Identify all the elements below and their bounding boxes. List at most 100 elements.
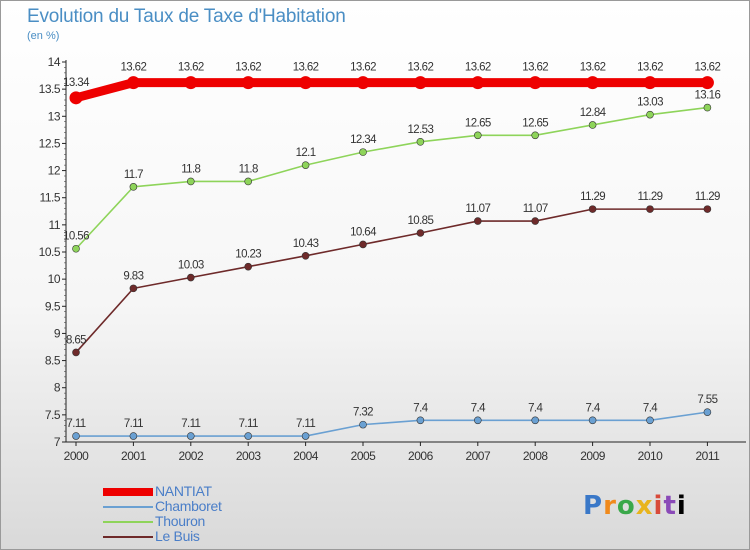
y-tick-label: 12.5 [39,136,61,150]
data-label-thouron: 12.84 [580,107,607,119]
data-point-le-buis [531,217,540,225]
data-point-le-buis [244,262,252,271]
legend-label-chamboret: Chamboret [155,498,222,514]
data-label-thouron: 11.8 [181,163,200,175]
logo-letter: x [635,491,654,521]
data-label-le-buis: 10.03 [178,260,204,272]
legend-swatch-le-buis [103,536,153,538]
data-point-thouron [416,138,425,146]
data-point-le-buis [359,240,367,249]
data-point-nantiat [643,76,657,90]
data-point-nantiat [241,76,255,90]
y-tick-label: 7 [54,435,61,449]
y-tick-label: 12 [48,164,61,178]
logo-letter: o [616,491,636,521]
data-label-thouron: 12.65 [465,117,491,129]
y-tick-label: 7.5 [45,408,61,422]
data-label-le-buis: 11.29 [580,191,605,203]
data-point-le-buis [416,229,425,237]
data-label-le-buis: 11.29 [695,191,720,203]
y-tick-label: 11.5 [40,191,61,205]
data-point-nantiat [471,76,485,90]
x-tick-label: 2007 [465,449,491,463]
data-label-thouron: 12.1 [296,147,316,159]
data-point-chamboret [473,416,482,425]
legend-label-nantiat: NANTIAT [155,483,212,499]
data-label-chamboret: 7.4 [413,402,428,414]
data-point-nantiat [126,76,140,90]
data-label-thouron: 11.7 [124,169,143,181]
y-tick-label: 10 [48,272,61,286]
data-label-chamboret: 7.4 [643,402,658,414]
data-point-thouron [531,131,540,140]
data-point-nantiat [413,76,427,90]
data-label-nantiat: 13.62 [350,62,376,74]
data-point-le-buis [646,205,654,213]
data-point-thouron [646,110,654,119]
y-tick-label: 9.5 [45,299,61,313]
data-point-thouron [703,103,712,112]
data-point-le-buis [703,205,712,213]
legend-swatch-nantiat [103,488,153,496]
data-point-nantiat [299,76,313,90]
series-line-chamboret [75,411,709,437]
x-tick-label: 2005 [351,449,377,463]
data-label-chamboret: 7.11 [124,418,143,430]
data-point-chamboret [129,432,138,440]
data-point-chamboret [646,416,654,425]
data-point-le-buis [129,284,138,293]
data-point-le-buis [588,205,597,213]
data-label-chamboret: 7.32 [353,407,373,419]
data-label-nantiat: 13.62 [408,62,434,74]
x-tick-label: 2002 [178,449,204,463]
data-point-nantiat [356,76,370,90]
legend-label-le-buis: Le Buis [155,528,200,544]
data-point-thouron [473,131,482,140]
x-tick-label: 2010 [638,449,664,463]
data-label-le-buis: 11.07 [523,203,548,215]
data-label-thouron: 12.65 [522,117,548,129]
legend-label-thouron: Thouron [155,513,206,529]
series-line-thouron [75,106,709,250]
x-tick-label: 2001 [121,449,147,463]
data-point-chamboret [187,432,195,440]
data-point-nantiat [528,76,542,90]
data-label-nantiat: 13.34 [63,77,90,89]
data-point-chamboret [588,416,597,425]
data-label-thouron: 11.8 [239,163,258,175]
data-label-nantiat: 13.62 [580,62,606,74]
data-point-thouron [301,161,310,169]
data-label-chamboret: 7.55 [697,394,717,406]
data-point-nantiat [700,76,714,90]
logo-letter: i [676,491,687,521]
data-point-thouron [588,121,597,129]
data-label-nantiat: 13.62 [178,62,204,74]
data-point-thouron [244,177,252,186]
data-point-chamboret [703,408,712,416]
data-label-nantiat: 13.62 [637,62,663,74]
data-point-le-buis [72,348,80,357]
proxiti-logo: Proxiti [583,491,687,521]
y-tick-label: 10.5 [39,245,61,259]
data-label-le-buis: 10.85 [408,215,434,227]
logo-letter: P [583,491,604,521]
chart-subtitle: (en %) [27,30,60,42]
legend-swatch-chamboret [103,506,153,508]
data-label-chamboret: 7.4 [586,402,601,414]
y-tick-label: 8.5 [45,354,61,368]
y-tick-label: 14 [48,55,61,69]
chart-title: Evolution du Taux de Taxe d'Habitation [27,6,346,27]
data-point-chamboret [244,432,252,440]
data-label-nantiat: 13.62 [121,62,147,74]
data-label-le-buis: 10.43 [293,238,319,250]
data-point-thouron [359,148,367,156]
data-label-chamboret: 7.11 [239,418,258,430]
x-tick-label: 2004 [293,449,319,463]
data-point-nantiat [69,91,83,105]
data-label-thouron: 12.53 [408,124,434,136]
data-label-thouron: 13.03 [637,97,663,109]
data-label-nantiat: 13.62 [522,62,548,74]
data-point-chamboret [72,432,80,440]
data-point-le-buis [473,217,482,225]
